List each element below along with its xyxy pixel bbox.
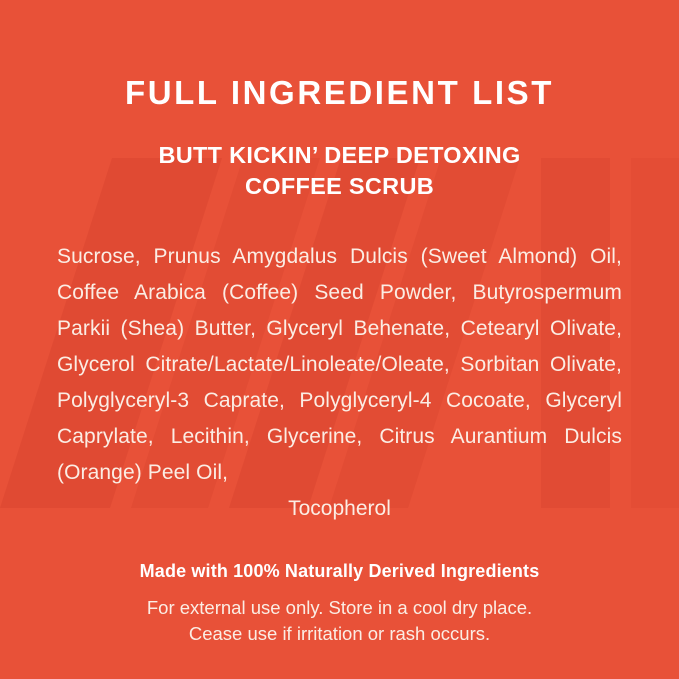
usage-warning: For external use only. Store in a cool d… bbox=[46, 595, 633, 648]
usage-warning-line-2: Cease use if irritation or rash occurs. bbox=[188, 623, 491, 645]
product-name-line-2: COFFEE SCRUB bbox=[245, 173, 434, 200]
product-name-line-1: BUTT KICKIN’ DEEP DETOXING bbox=[158, 141, 521, 168]
label-footer: Made with 100% Naturally Derived Ingredi… bbox=[46, 560, 633, 647]
product-name: BUTT KICKIN’ DEEP DETOXING COFFEE SCRUB bbox=[46, 140, 633, 203]
page-title: FULL INGREDIENT LIST bbox=[124, 74, 555, 111]
usage-warning-line-1: For external use only. Store in a cool d… bbox=[146, 596, 533, 618]
ingredient-list-last-item: Tocopherol bbox=[288, 497, 391, 521]
natural-ingredients-claim: Made with 100% Naturally Derived Ingredi… bbox=[139, 561, 540, 582]
ingredient-list-body: Sucrose, Prunus Amygdalus Dulcis (Sweet … bbox=[57, 244, 622, 485]
